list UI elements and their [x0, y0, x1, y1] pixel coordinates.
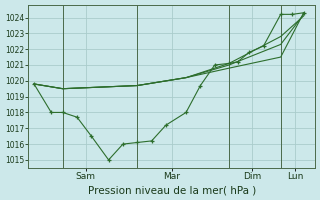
X-axis label: Pression niveau de la mer( hPa ): Pression niveau de la mer( hPa ) — [88, 185, 256, 195]
